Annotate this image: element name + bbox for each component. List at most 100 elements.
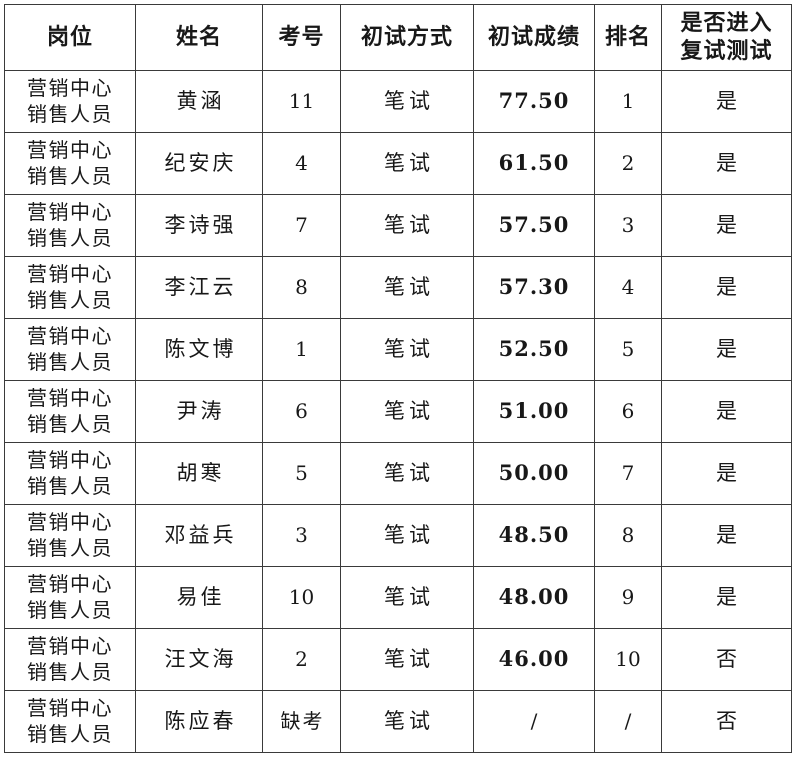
cell-score: 51.00 (473, 380, 595, 443)
cell-score: 50.00 (473, 442, 595, 505)
cell-result: 是 (661, 194, 792, 257)
cell-method: 笔试 (340, 504, 474, 567)
cell-rank: 6 (594, 380, 662, 443)
column-header-name-label: 姓名 (175, 23, 222, 50)
cell-result: 是 (661, 132, 792, 195)
cell-score: 52.50 (473, 318, 595, 381)
cell-post: 营销中心 销售人员 (4, 442, 136, 505)
column-header-rank-label: 排名 (604, 23, 651, 50)
cell-result: 是 (661, 256, 792, 319)
cell-rank: 5 (594, 318, 662, 381)
cell-rank: / (594, 690, 662, 753)
cell-post-line1: 营销中心 (27, 634, 113, 659)
cell-result: 否 (661, 690, 792, 753)
cell-post-line2: 销售人员 (27, 535, 113, 560)
cell-name: 尹涛 (135, 380, 263, 443)
cell-post-line2: 销售人员 (27, 597, 113, 622)
cell-score: 57.50 (473, 194, 595, 257)
cell-name: 陈应春 (135, 690, 263, 753)
cell-post-line2: 销售人员 (27, 721, 113, 746)
column-header-post-label: 岗位 (46, 23, 93, 50)
cell-rank: 1 (594, 70, 662, 133)
cell-result: 是 (661, 70, 792, 133)
cell-name: 黄涵 (135, 70, 263, 133)
cell-method: 笔试 (340, 256, 474, 319)
cell-post-line1: 营销中心 (27, 696, 113, 721)
cell-post-line1: 营销中心 (27, 138, 113, 163)
column-header-result-label-line2: 复试测试 (680, 37, 773, 64)
cell-method: 笔试 (340, 194, 474, 257)
table-header-row: 岗位 姓名 考号 初试方式 初试成绩 排名 是否进入 复试测试 (4, 4, 792, 71)
cell-post: 营销中心 销售人员 (4, 628, 136, 691)
cell-method: 笔试 (340, 628, 474, 691)
cell-post: 营销中心 销售人员 (4, 566, 136, 629)
cell-exam-no: 3 (262, 504, 341, 567)
cell-rank: 10 (594, 628, 662, 691)
cell-exam-no: 8 (262, 256, 341, 319)
cell-post: 营销中心 销售人员 (4, 256, 136, 319)
cell-exam-no: 1 (262, 318, 341, 381)
cell-name: 邓益兵 (135, 504, 263, 567)
cell-rank: 9 (594, 566, 662, 629)
cell-name: 汪文海 (135, 628, 263, 691)
column-header-exam-no-label: 考号 (278, 23, 325, 50)
cell-exam-no: 5 (262, 442, 341, 505)
cell-exam-no: 10 (262, 566, 341, 629)
exam-results-table: 岗位 姓名 考号 初试方式 初试成绩 排名 是否进入 复试测试 营销中心 销售人员… (4, 4, 792, 753)
table-row: 营销中心 销售人员 尹涛 6 笔试 51.00 6 是 (4, 380, 792, 443)
cell-post-line2: 销售人员 (27, 287, 113, 312)
cell-post: 营销中心 销售人员 (4, 690, 136, 753)
cell-score: 77.50 (473, 70, 595, 133)
table-row: 营销中心 销售人员 陈文博 1 笔试 52.50 5 是 (4, 318, 792, 381)
table-row: 营销中心 销售人员 陈应春 缺考 笔试 / / 否 (4, 690, 792, 753)
cell-name: 易佳 (135, 566, 263, 629)
cell-post-line1: 营销中心 (27, 76, 113, 101)
column-header-score-label: 初试成绩 (487, 23, 580, 50)
cell-method: 笔试 (340, 566, 474, 629)
cell-post: 营销中心 销售人员 (4, 318, 136, 381)
cell-name: 李江云 (135, 256, 263, 319)
cell-method: 笔试 (340, 132, 474, 195)
column-header-rank: 排名 (594, 4, 662, 71)
cell-post: 营销中心 销售人员 (4, 380, 136, 443)
table-row: 营销中心 销售人员 邓益兵 3 笔试 48.50 8 是 (4, 504, 792, 567)
cell-rank: 3 (594, 194, 662, 257)
cell-post-line1: 营销中心 (27, 386, 113, 411)
cell-exam-no: 7 (262, 194, 341, 257)
cell-result: 是 (661, 504, 792, 567)
cell-score: 61.50 (473, 132, 595, 195)
cell-exam-no: 4 (262, 132, 341, 195)
cell-score: / (473, 690, 595, 753)
table-body: 营销中心 销售人员 黄涵 11 笔试 77.50 1 是营销中心 销售人员 纪安庆 4 笔试 61.50… (4, 70, 792, 753)
column-header-exam-no: 考号 (262, 4, 341, 71)
cell-post-line2: 销售人员 (27, 473, 113, 498)
cell-post-line1: 营销中心 (27, 262, 113, 287)
cell-post-line2: 销售人员 (27, 659, 113, 684)
cell-post-line2: 销售人员 (27, 101, 113, 126)
cell-exam-no: 缺考 (262, 690, 341, 753)
cell-score: 48.00 (473, 566, 595, 629)
cell-result: 是 (661, 380, 792, 443)
table-row: 营销中心 销售人员 黄涵 11 笔试 77.50 1 是 (4, 70, 792, 133)
cell-score: 57.30 (473, 256, 595, 319)
table-row: 营销中心 销售人员 李江云 8 笔试 57.30 4 是 (4, 256, 792, 319)
cell-score: 48.50 (473, 504, 595, 567)
cell-exam-no: 11 (262, 70, 341, 133)
cell-post: 营销中心 销售人员 (4, 132, 136, 195)
column-header-name: 姓名 (135, 4, 263, 71)
cell-post-line2: 销售人员 (27, 163, 113, 188)
column-header-method: 初试方式 (340, 4, 474, 71)
table-row: 营销中心 销售人员 纪安庆 4 笔试 61.50 2 是 (4, 132, 792, 195)
cell-exam-no: 2 (262, 628, 341, 691)
cell-result: 是 (661, 442, 792, 505)
cell-post: 营销中心 销售人员 (4, 70, 136, 133)
table-head: 岗位 姓名 考号 初试方式 初试成绩 排名 是否进入 复试测试 (4, 4, 792, 71)
cell-method: 笔试 (340, 442, 474, 505)
cell-post: 营销中心 销售人员 (4, 504, 136, 567)
cell-post-line2: 销售人员 (27, 349, 113, 374)
cell-rank: 4 (594, 256, 662, 319)
column-header-score: 初试成绩 (473, 4, 595, 71)
table-row: 营销中心 销售人员 易佳 10 笔试 48.00 9 是 (4, 566, 792, 629)
table-row: 营销中心 销售人员 李诗强 7 笔试 57.50 3 是 (4, 194, 792, 257)
